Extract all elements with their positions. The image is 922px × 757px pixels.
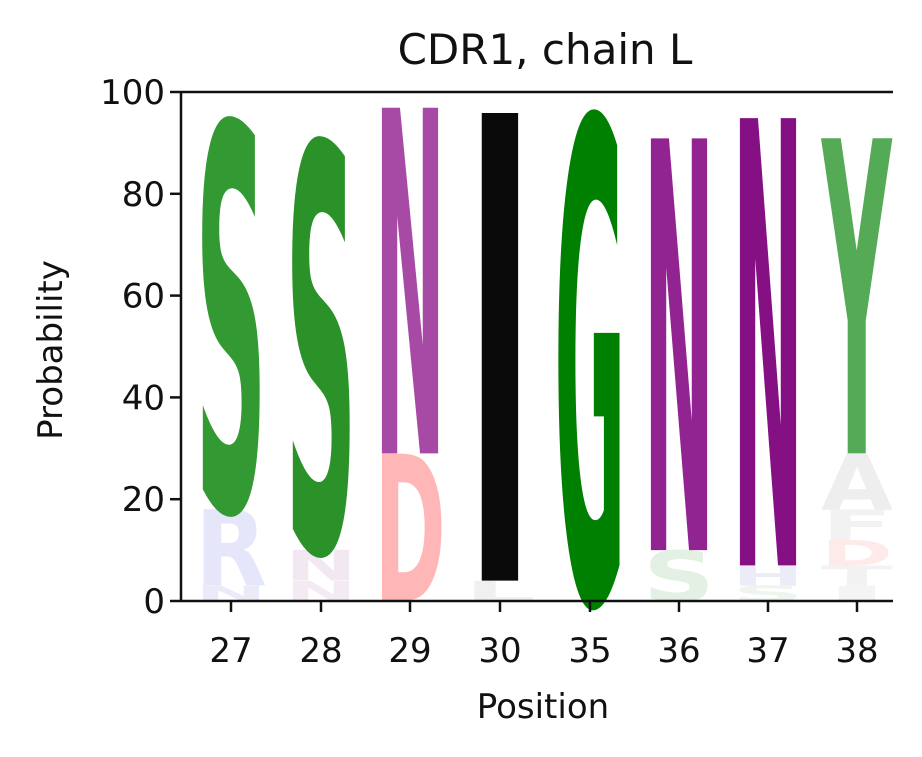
x-ticks: 27 28 29 30 35 36 37 38	[209, 601, 879, 671]
y-tick-label: 20	[122, 480, 165, 520]
glyph-f: F	[821, 501, 893, 550]
x-tick-label: 36	[657, 631, 700, 671]
x-tick-label: 28	[299, 631, 342, 671]
glyph-y: Y	[820, 52, 892, 556]
glyph-i: I	[464, 0, 536, 732]
y-tick-label: 100	[100, 73, 165, 113]
glyph-t: T	[821, 560, 893, 593]
y-axis-label: Probability	[31, 260, 71, 440]
glyph-r: R	[195, 490, 267, 611]
glyph-n: N	[643, 27, 715, 684]
chart-title: CDR1, chain L	[398, 25, 693, 74]
glyph-n: N	[374, 15, 446, 566]
glyph-n: N	[732, 0, 804, 711]
glyph-n: N	[285, 542, 357, 591]
x-tick-label: 38	[835, 631, 878, 671]
x-axis-label: Position	[477, 687, 609, 727]
glyph-s: S	[285, 32, 357, 682]
glyph-h: H	[732, 560, 804, 592]
axes	[179, 90, 893, 603]
y-ticks: 0 20 40 60 80 100	[100, 73, 181, 622]
glyph-a: A	[821, 439, 893, 528]
y-tick-label: 40	[122, 378, 165, 418]
x-tick-label: 37	[746, 631, 789, 671]
x-tick-label: 35	[568, 631, 611, 671]
y-tick-label: 80	[122, 175, 165, 215]
x-tick-label: 29	[388, 631, 431, 671]
x-tick-label: 30	[478, 631, 521, 671]
glyph-g: G	[554, 0, 626, 757]
y-tick-label: 60	[122, 277, 165, 317]
x-tick-label: 27	[209, 631, 252, 671]
y-tick-label: 0	[143, 582, 165, 622]
glyph-d: D	[821, 533, 893, 574]
glyph-s: S	[195, 17, 267, 634]
